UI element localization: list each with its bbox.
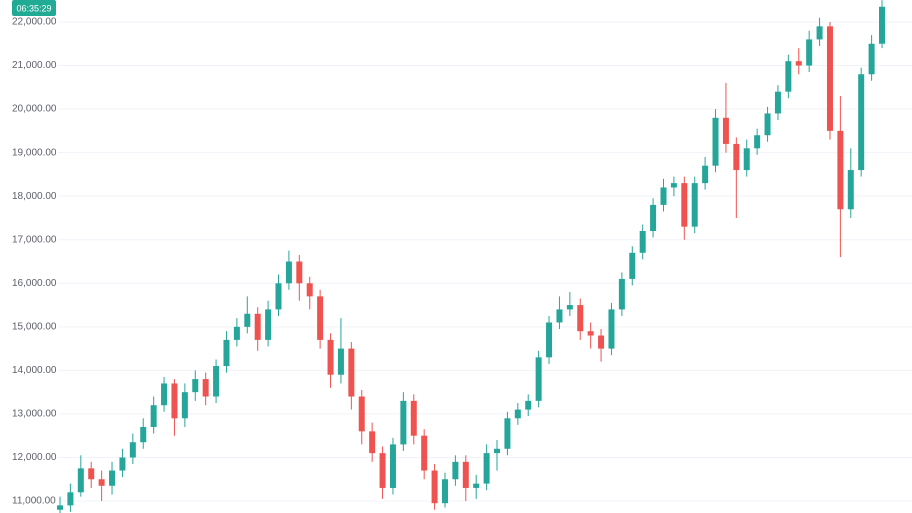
y-tick-label: 20,000.00	[12, 104, 57, 115]
candle-body	[223, 339, 230, 367]
candle-body	[858, 74, 865, 171]
candle-body	[379, 453, 386, 488]
candle-body	[119, 457, 126, 471]
candle-body	[98, 479, 105, 486]
candle-body	[358, 396, 365, 432]
candle-body	[244, 313, 251, 327]
candle-body	[389, 444, 396, 488]
candle-body	[525, 400, 532, 410]
candle-body	[598, 335, 605, 349]
candle-body	[306, 283, 313, 297]
y-tick-label: 14,000.00	[12, 365, 57, 376]
candle-body	[275, 283, 282, 310]
candle-body	[754, 135, 761, 149]
candle-body	[587, 331, 594, 336]
candle-body	[462, 461, 469, 488]
candle-body	[233, 326, 240, 340]
candle-body	[150, 405, 157, 427]
candle-body	[254, 313, 261, 340]
candle-body	[421, 435, 428, 471]
candle-body	[535, 357, 542, 401]
candle-body	[774, 91, 781, 114]
candle-body	[847, 170, 854, 210]
candle-body	[546, 322, 553, 358]
candle-body	[400, 400, 407, 445]
candle-body	[317, 296, 324, 340]
candle-body	[410, 400, 417, 436]
candle-body	[337, 348, 344, 375]
candle-body	[77, 468, 84, 493]
candle-body	[504, 418, 511, 449]
candle-body	[629, 252, 636, 279]
candle-body	[639, 231, 646, 253]
candle-body	[712, 117, 719, 166]
candle-body	[670, 183, 677, 188]
candle-body	[816, 26, 823, 40]
candle-body	[202, 379, 209, 397]
candle-body	[473, 483, 480, 488]
candle-body	[566, 305, 573, 310]
candle-body	[691, 183, 698, 227]
candle-body	[265, 309, 272, 340]
candle-body	[431, 470, 438, 504]
candle-body	[213, 366, 220, 397]
candle-body	[348, 348, 355, 397]
candle-body	[722, 117, 729, 144]
y-tick-label: 12,000.00	[12, 452, 57, 463]
candle-body	[452, 461, 459, 480]
y-tick-label: 16,000.00	[12, 278, 57, 289]
candle-body	[494, 448, 501, 454]
candle-body	[879, 6, 885, 44]
candle-body	[483, 453, 490, 484]
candle-body	[764, 113, 771, 136]
candle-body	[577, 305, 584, 332]
countdown-badge	[12, 0, 56, 16]
candle-body	[109, 470, 116, 486]
y-tick-label: 11,000.00	[12, 496, 56, 507]
candle-body	[129, 442, 136, 458]
candle-body	[837, 130, 844, 210]
grid	[58, 21, 912, 502]
candle-body	[369, 431, 376, 454]
candle-body	[868, 43, 875, 75]
price-axis: 11,000.00 12,000.00 13,000.00 14,000.00 15,0…	[12, 17, 57, 507]
candle-body	[795, 61, 802, 66]
candle-body	[181, 392, 188, 419]
candle-body	[327, 339, 334, 375]
y-tick-label: 15,000.00	[12, 321, 57, 332]
candle-body	[733, 143, 740, 171]
y-tick-label: 17,000.00	[12, 234, 57, 245]
candle-body	[161, 383, 168, 406]
y-tick-label: 21,000.00	[12, 60, 57, 71]
candle-body	[608, 309, 615, 349]
candle-body	[192, 379, 199, 393]
candle-body	[441, 479, 448, 504]
candle-body	[556, 309, 563, 323]
y-tick-label: 13,000.00	[12, 409, 57, 420]
y-tick-label: 18,000.00	[12, 191, 57, 202]
candle-body	[743, 148, 750, 171]
candle-body	[67, 492, 74, 506]
candle-body	[785, 61, 792, 92]
candle-body	[806, 39, 813, 66]
candle-body	[140, 426, 147, 443]
candle-body	[57, 505, 63, 510]
countdown: 06:35:29	[16, 3, 51, 13]
candle-body	[702, 165, 709, 184]
candle-body	[650, 204, 657, 232]
candles	[57, 0, 885, 513]
candle-body	[826, 26, 833, 131]
candle-body	[171, 383, 178, 419]
candle-body	[514, 409, 521, 419]
y-tick-label: 22,000.00	[12, 17, 57, 28]
y-tick-label: 19,000.00	[12, 147, 57, 158]
candle-body	[88, 468, 95, 480]
candle-body	[618, 278, 625, 310]
candle-body	[681, 183, 688, 227]
candle-body	[660, 187, 667, 205]
candle-body	[296, 261, 303, 284]
candle-body	[285, 261, 292, 284]
